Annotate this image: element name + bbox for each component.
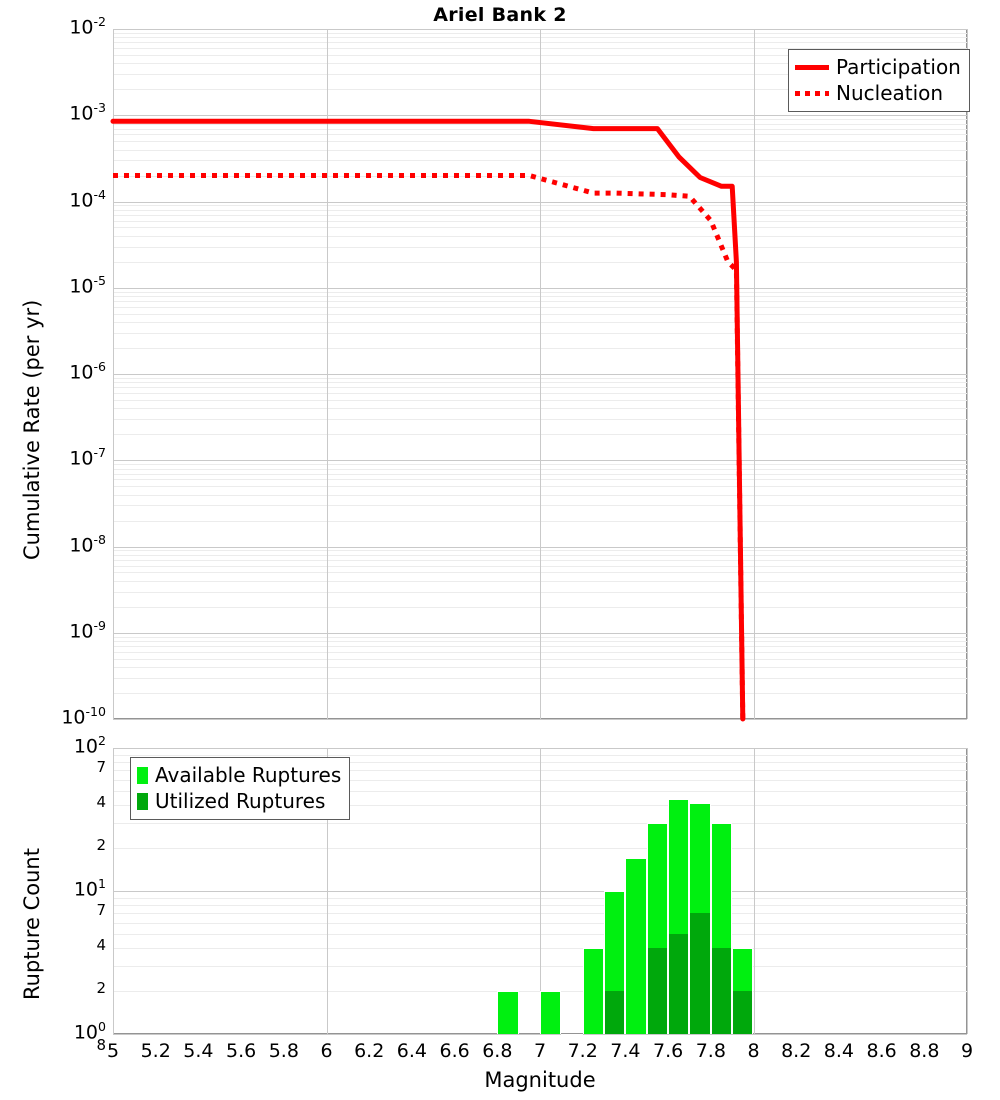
color-swatch-icon — [137, 792, 148, 810]
available-rupture-bar — [582, 947, 605, 1034]
x-tick: 7.4 — [610, 1040, 641, 1062]
x-tick: 5.8 — [268, 1040, 299, 1062]
available-rupture-bar — [497, 990, 519, 1034]
utilized-rupture-bar — [668, 934, 690, 1034]
available-rupture-bar — [540, 990, 562, 1034]
bottom-y-minor-tick: 7 — [96, 758, 106, 777]
x-tick: 6.4 — [396, 1040, 427, 1062]
legend-label: Available Ruptures — [155, 763, 342, 787]
bottom-y-minor-tick: 4 — [96, 792, 106, 811]
x-tick: 7 — [533, 1040, 547, 1062]
legend-label: Nucleation — [836, 81, 944, 105]
x-tick: 6 — [320, 1040, 333, 1062]
top-legend: Participation Nucleation — [788, 49, 970, 112]
utilized-rupture-bar — [604, 990, 626, 1034]
x-tick: 6.2 — [354, 1040, 385, 1062]
series-participation — [110, 118, 746, 722]
color-swatch-icon — [137, 766, 148, 784]
x-tick: 7.8 — [695, 1040, 726, 1062]
utilized-rupture-bar — [710, 947, 733, 1034]
top-y-tick: 10-5 — [69, 272, 106, 298]
legend-label: Utilized Ruptures — [155, 789, 326, 813]
x-axis-label: Magnitude — [484, 1068, 596, 1092]
x-tick: 8.6 — [866, 1040, 897, 1062]
solid-line-swatch-icon — [795, 64, 829, 70]
utilized-rupture-bar — [646, 947, 669, 1034]
x-tick: 7.6 — [652, 1040, 684, 1062]
x-tick: 5.6 — [225, 1040, 257, 1062]
bottom-y-tick: 101 — [73, 876, 106, 901]
utilized-rupture-bar — [732, 990, 754, 1034]
x-tick: 8.2 — [781, 1040, 812, 1062]
bottom-y-tick: 100 — [73, 1019, 106, 1044]
legend-item: Participation — [795, 54, 961, 80]
bottom-y-axis-label: Rupture Count — [20, 848, 44, 1000]
top-y-tick: 10-7 — [69, 445, 106, 470]
x-tick: 5 — [106, 1040, 120, 1062]
x-tick: 6.8 — [482, 1040, 513, 1062]
top-y-tick: 10-6 — [69, 359, 106, 384]
legend-item: Available Ruptures — [137, 762, 341, 788]
top-y-tick: 10-4 — [69, 186, 106, 211]
x-tick: 9 — [960, 1040, 974, 1062]
x-tick: 5.4 — [183, 1040, 214, 1062]
legend-label: Participation — [836, 55, 961, 79]
bottom-y-tick: 102 — [73, 733, 106, 758]
x-tick: 8 — [747, 1040, 760, 1062]
available-rupture-bar — [625, 858, 647, 1034]
x-tick: 6.6 — [439, 1040, 470, 1062]
top-y-tick: 10-10 — [61, 704, 106, 729]
top-y-tick: 10-8 — [69, 531, 106, 556]
bottom-y-minor-tick: 8 — [96, 1035, 106, 1054]
x-tick: 5.2 — [140, 1040, 171, 1062]
bottom-y-minor-tick: 2 — [96, 978, 106, 997]
available-rupture-bar — [561, 1034, 583, 1035]
top-y-tick: 10-9 — [69, 617, 106, 643]
legend-item: Nucleation — [795, 80, 961, 106]
figure-title: Ariel Bank 2 — [433, 4, 567, 26]
bottom-y-minor-tick: 7 — [96, 901, 106, 920]
legend-item: Utilized Ruptures — [137, 788, 341, 814]
dotted-line-swatch-icon — [795, 90, 829, 96]
x-tick: 8.8 — [909, 1040, 940, 1062]
x-tick: 7.2 — [567, 1040, 598, 1062]
bottom-legend: Available Ruptures Utilized Ruptures — [130, 757, 351, 820]
series-nucleation — [113, 173, 746, 720]
bottom-y-minor-tick: 2 — [96, 835, 106, 854]
top-y-tick: 10-2 — [69, 14, 106, 39]
bottom-y-minor-tick: 4 — [96, 935, 106, 954]
top-y-tick: 10-3 — [69, 100, 106, 125]
x-tick: 8.4 — [823, 1040, 854, 1062]
utilized-rupture-bar — [689, 913, 711, 1034]
